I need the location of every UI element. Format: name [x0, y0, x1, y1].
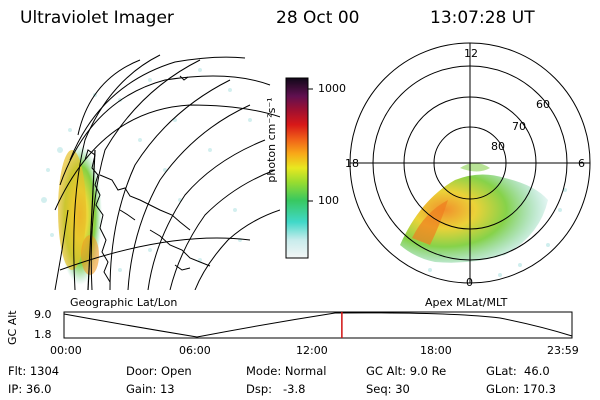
colorbar — [285, 77, 309, 259]
header-time: 13:07:28 UT — [430, 8, 535, 28]
mlat-label-80: 80 — [491, 140, 505, 153]
geographic-map — [41, 54, 280, 290]
polar-plot — [349, 42, 591, 284]
status-dsp: Dsp: -3.8 — [246, 382, 306, 396]
header-date: 28 Oct 00 — [276, 8, 360, 28]
timeline-xtick-1800: 18:00 — [420, 344, 452, 357]
mlat-label-70: 70 — [512, 120, 526, 133]
status-glat: GLat: 46.0 — [486, 364, 550, 378]
status-seq: Seq: 30 — [366, 382, 410, 396]
timeline-xtick-0600: 06:00 — [179, 344, 211, 357]
mlat-label-60: 60 — [536, 98, 550, 111]
status-ip: IP: 36.0 — [8, 382, 52, 396]
mlt-label-6: 6 — [578, 157, 585, 170]
status-gc-alt: GC Alt: 9.0 Re — [366, 364, 447, 378]
status-glon: GLon: 170.3 — [486, 382, 556, 396]
app-title: Ultraviolet Imager — [20, 8, 174, 28]
apex-panel-label: Apex MLat/MLT — [425, 296, 508, 309]
geographic-panel-label: Geographic Lat/Lon — [70, 296, 178, 309]
timeline-xtick-0000: 00:00 — [50, 344, 82, 357]
colorbar-unit-label: photon cm⁻²s⁻¹ — [265, 97, 278, 183]
mlt-label-12: 12 — [464, 47, 478, 60]
mlt-label-18: 18 — [345, 157, 359, 170]
colorbar-tick-100: 100 — [318, 194, 339, 207]
timeline-xtick-2359: 23:59 — [547, 344, 579, 357]
timeline-xtick-1200: 12:00 — [296, 344, 328, 357]
status-door: Door: Open — [126, 364, 192, 378]
mlt-label-0: 0 — [466, 276, 473, 289]
status-flt: Flt: 1304 — [8, 364, 60, 378]
timeline-y-label: GC Alt — [6, 310, 19, 345]
status-gain: Gain: 13 — [126, 382, 175, 396]
colorbar-tick-1000: 1000 — [318, 82, 346, 95]
status-mode: Mode: Normal — [246, 364, 327, 378]
altitude-timeline — [63, 311, 573, 339]
timeline-ytick-9: 9.0 — [34, 308, 52, 321]
timeline-ytick-1.8: 1.8 — [34, 328, 52, 341]
